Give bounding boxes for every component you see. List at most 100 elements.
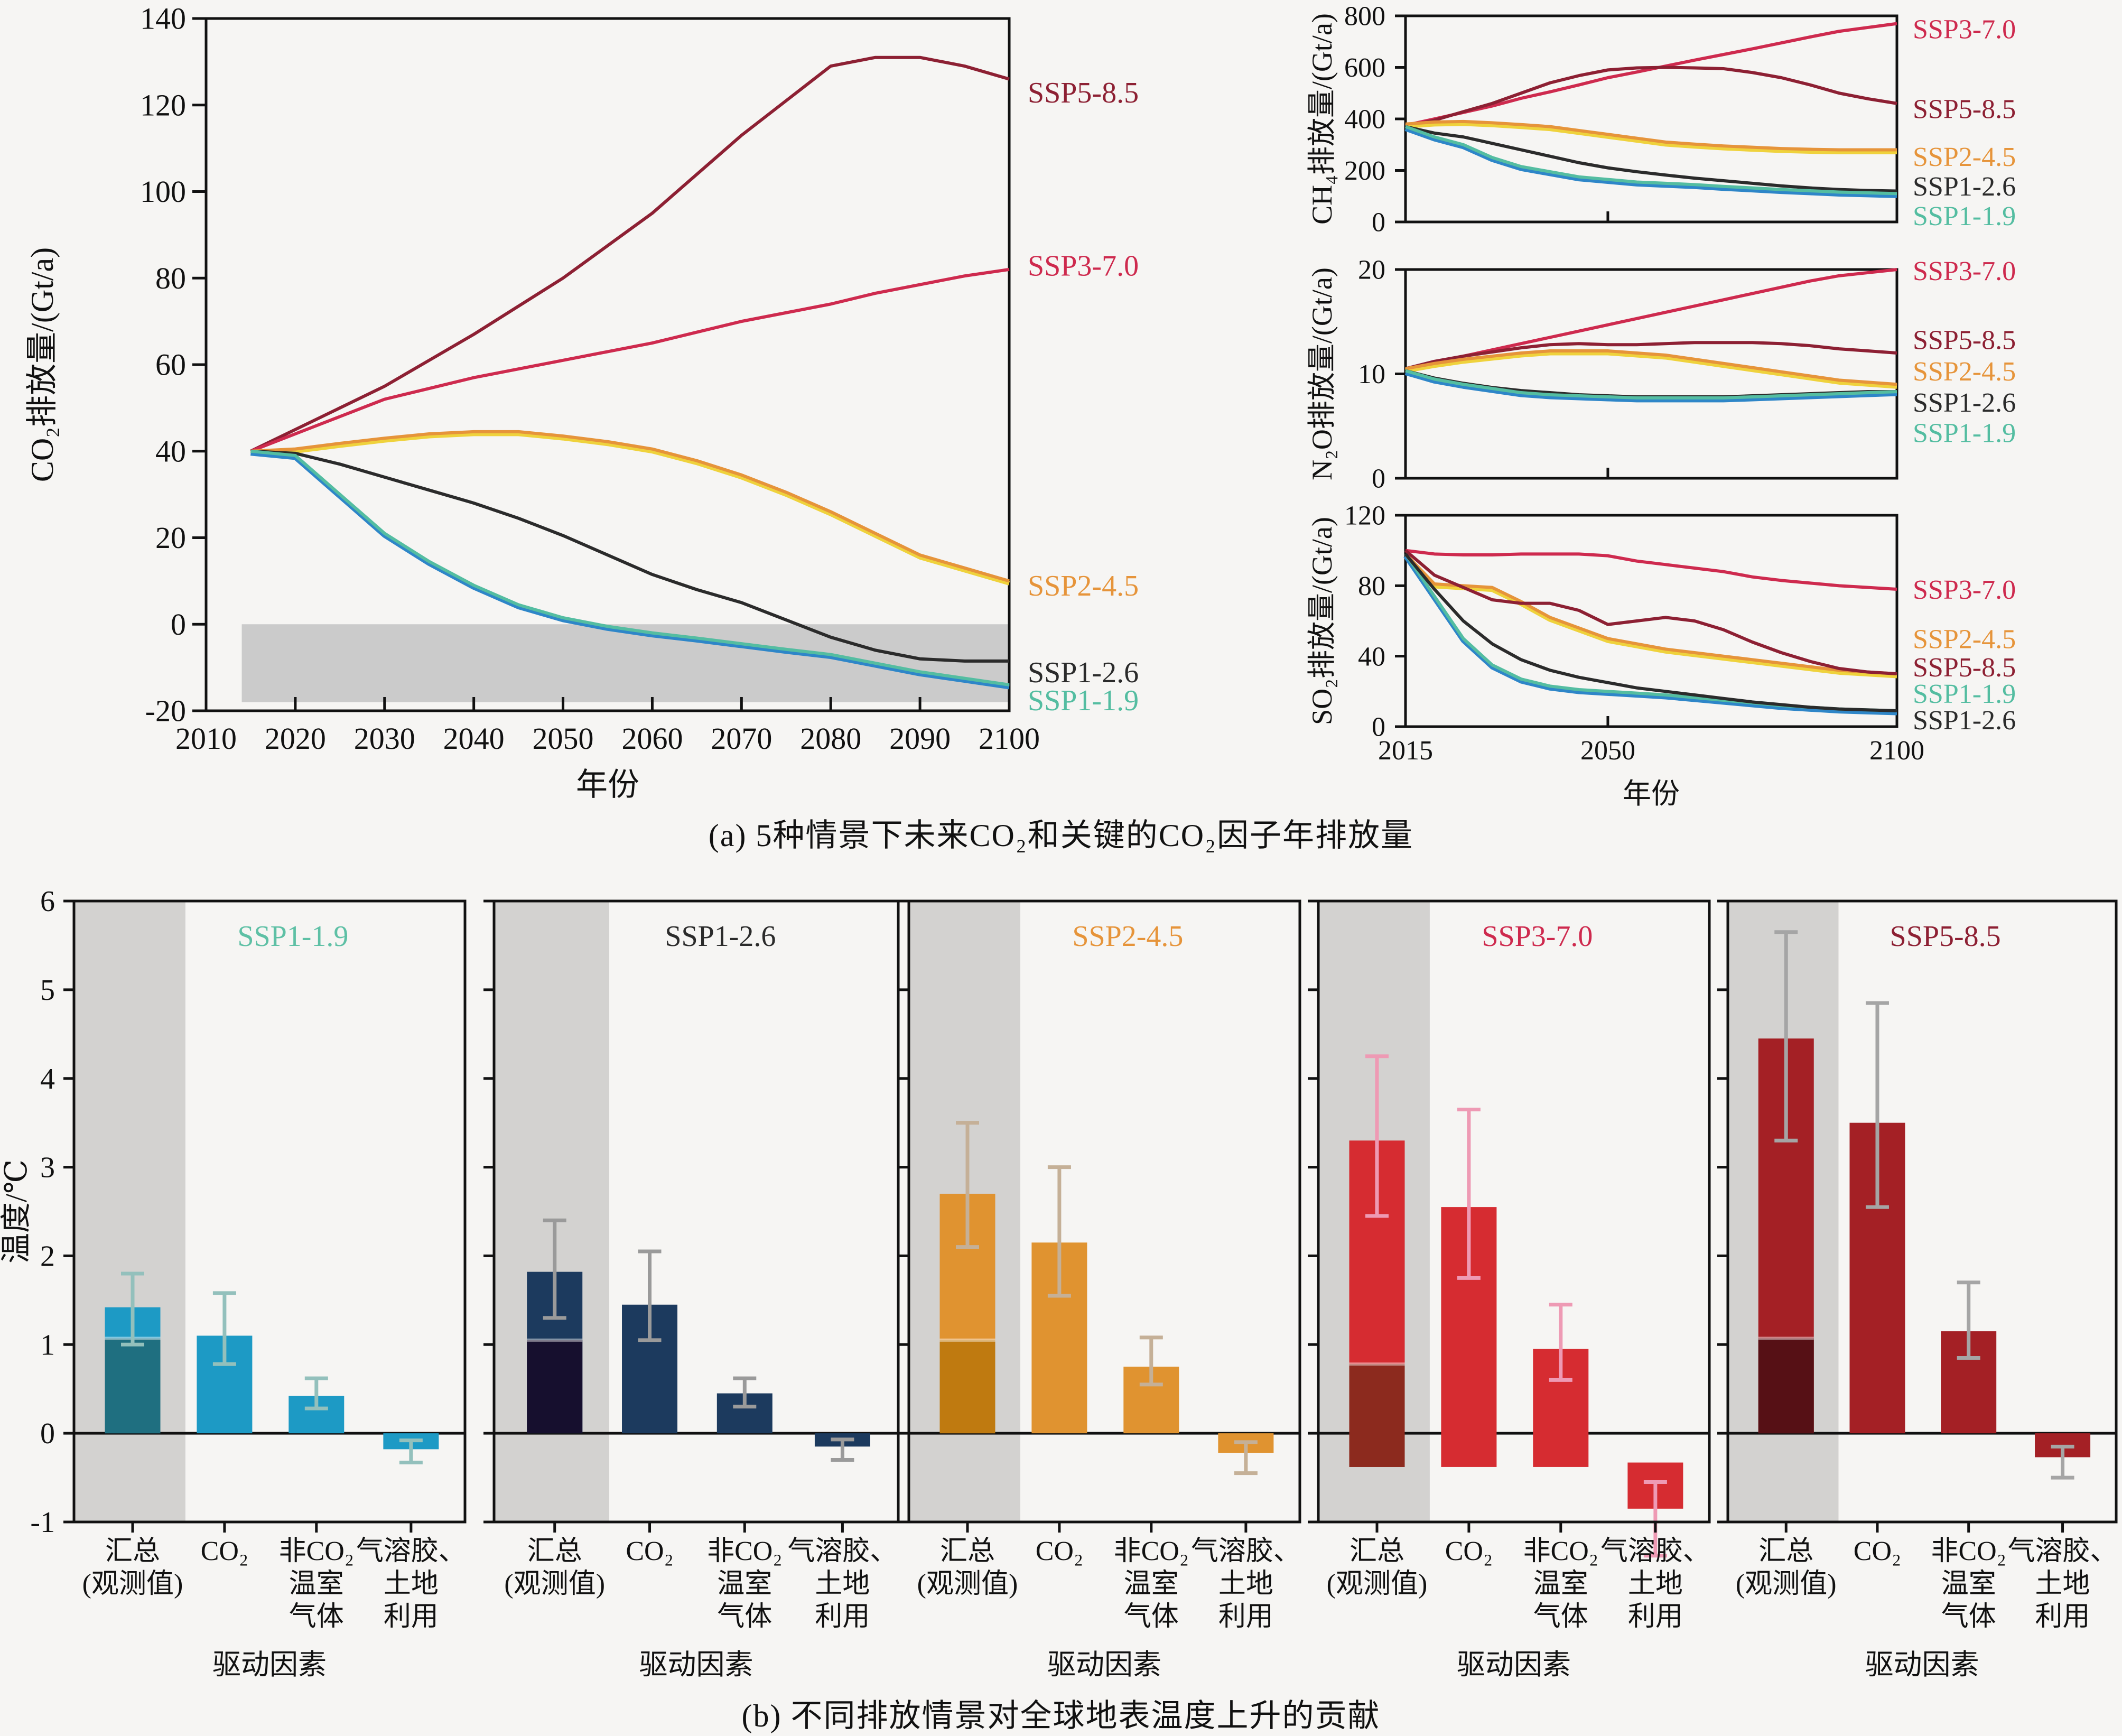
category-label: 气体 bbox=[1124, 1602, 1179, 1632]
observed-overlay bbox=[1349, 1364, 1405, 1467]
y-tick-label: 3 bbox=[40, 1152, 55, 1184]
y-axis-title: SO₂排放量/(Gt/a) bbox=[1306, 517, 1338, 725]
x-tick-label: 2100 bbox=[979, 721, 1040, 756]
y-tick-label: 600 bbox=[1344, 53, 1385, 83]
plot-border bbox=[1404, 268, 1898, 480]
x-axis-title: 驱动因素 bbox=[212, 1649, 327, 1681]
category-label: 温室 bbox=[1941, 1569, 1996, 1599]
x-tick-label: 2040 bbox=[443, 721, 505, 756]
category-label: CO₂ bbox=[626, 1536, 673, 1566]
x-tick-label: 2050 bbox=[533, 721, 594, 756]
series-label-SSP3-7.0: SSP3-7.0 bbox=[1913, 575, 2016, 605]
x-tick-label: 2050 bbox=[1580, 736, 1635, 766]
panel-title: SSP1-2.6 bbox=[665, 920, 776, 953]
series-label-SSP2-4.5: SSP2-4.5 bbox=[1913, 357, 2016, 387]
series-label-SSP5-8.5: SSP5-8.5 bbox=[1028, 77, 1139, 109]
category-label: 汇总 bbox=[527, 1536, 582, 1566]
caption-a: (a) 5种情景下未来CO₂和关键的CO₂因子年排放量 bbox=[708, 818, 1414, 853]
y-tick-label: 80 bbox=[155, 261, 186, 295]
category-label: 土地 bbox=[2035, 1569, 2090, 1599]
series-line-SSP3-7.0 bbox=[1405, 268, 1897, 370]
category-label: 非CO₂ bbox=[707, 1536, 782, 1566]
series-label-SSP1-2.6: SSP1-2.6 bbox=[1913, 705, 2016, 736]
series-label-SSP5-8.5: SSP5-8.5 bbox=[1913, 95, 2016, 125]
y-tick-label: 0 bbox=[1372, 208, 1385, 238]
x-tick-label: 2060 bbox=[621, 721, 683, 756]
y-tick-label: 800 bbox=[1344, 2, 1385, 32]
series-label-SSP1-1.9: SSP1-1.9 bbox=[1913, 679, 2016, 709]
category-label: 气体 bbox=[1533, 1602, 1588, 1632]
y-axis-title: CH₄排放量/(Gt/a) bbox=[1306, 13, 1338, 225]
y-tick-label: 20 bbox=[1358, 255, 1385, 285]
category-label: (观测值) bbox=[1327, 1569, 1428, 1599]
y-tick-label: -1 bbox=[30, 1506, 55, 1539]
category-label: (观测值) bbox=[504, 1569, 605, 1599]
plot-border bbox=[204, 17, 1011, 712]
category-label: 气溶胶、 bbox=[1191, 1536, 1301, 1566]
plot-border bbox=[492, 899, 900, 1524]
series-underline-SSP1-1.9 bbox=[1404, 126, 1897, 198]
series-line-SSP2-4.5 bbox=[1404, 553, 1897, 675]
category-label: 温室 bbox=[1533, 1569, 1588, 1599]
y-tick-label: 10 bbox=[1358, 359, 1385, 389]
series-label-SSP1-1.9: SSP1-1.9 bbox=[1913, 201, 2016, 231]
category-label: CO₂ bbox=[1854, 1536, 1901, 1566]
y-tick-label: 6 bbox=[40, 885, 55, 918]
x-tick-label: 2090 bbox=[889, 721, 951, 756]
y-tick-label: 1 bbox=[40, 1329, 55, 1361]
panel-title: SSP5-8.5 bbox=[1890, 920, 2001, 953]
category-label: 气体 bbox=[289, 1602, 344, 1632]
x-tick-label: 2080 bbox=[800, 721, 861, 756]
series-line-SSP5-8.5 bbox=[1405, 341, 1897, 370]
plot-border bbox=[1404, 514, 1898, 728]
shaded-band bbox=[241, 624, 1009, 702]
series-underline-SSP2-4.5 bbox=[1405, 121, 1897, 154]
y-tick-label: 4 bbox=[40, 1063, 55, 1096]
series-line-SSP3-7.0 bbox=[1405, 549, 1897, 591]
y-tick-label: 120 bbox=[140, 88, 186, 122]
category-label: 土地 bbox=[1628, 1569, 1683, 1599]
category-label: 汇总 bbox=[1349, 1536, 1404, 1566]
y-axis-title: 温度/℃ bbox=[0, 1159, 33, 1264]
x-axis-title: 驱动因素 bbox=[1457, 1649, 1571, 1681]
series-line-SSP5-8.5 bbox=[250, 55, 1010, 453]
series-label-SSP2-4.5: SSP2-4.5 bbox=[1028, 570, 1139, 602]
category-label: CO₂ bbox=[1445, 1536, 1493, 1566]
y-tick-label: 40 bbox=[1358, 642, 1385, 672]
plot-border bbox=[1317, 899, 1711, 1524]
category-label: 气溶胶、 bbox=[2008, 1536, 2118, 1566]
y-tick-label: 60 bbox=[155, 348, 186, 382]
category-label: 汇总 bbox=[105, 1536, 160, 1566]
category-label: 温室 bbox=[289, 1569, 344, 1599]
observed-overlay bbox=[527, 1340, 583, 1434]
category-label: 利用 bbox=[815, 1602, 870, 1632]
series-line-SSP1-2.6 bbox=[1405, 125, 1897, 193]
panel-title: SSP1-1.9 bbox=[237, 920, 348, 953]
series-label-SSP2-4.5: SSP2-4.5 bbox=[1913, 142, 2016, 172]
category-label: 汇总 bbox=[1758, 1536, 1813, 1566]
category-label: (观测值) bbox=[82, 1569, 183, 1599]
category-label: 土地 bbox=[1218, 1569, 1273, 1599]
category-label: 土地 bbox=[815, 1569, 870, 1599]
x-tick-label: 2100 bbox=[1869, 736, 1924, 766]
series-label-SSP3-7.0: SSP3-7.0 bbox=[1913, 256, 2016, 286]
series-underline-SSP2-4.5 bbox=[1403, 554, 1897, 679]
y-tick-label: 40 bbox=[155, 434, 186, 468]
category-label: 温室 bbox=[717, 1569, 772, 1599]
series-line-SSP2-4.5 bbox=[250, 430, 1010, 583]
y-tick-label: 5 bbox=[40, 974, 55, 1007]
category-label: 非CO₂ bbox=[1114, 1536, 1189, 1566]
x-axis-title: 年份 bbox=[576, 767, 639, 802]
category-label: 非CO₂ bbox=[1931, 1536, 2006, 1566]
plot-border bbox=[72, 899, 467, 1524]
series-line-SSP2-4.5 bbox=[1405, 119, 1897, 152]
series-line-SSP3-7.0 bbox=[250, 267, 1010, 453]
panel-title: SSP3-7.0 bbox=[1482, 920, 1593, 953]
category-label: 利用 bbox=[1628, 1602, 1683, 1632]
y-tick-label: 100 bbox=[140, 174, 186, 209]
y-tick-label: 120 bbox=[1344, 501, 1385, 531]
